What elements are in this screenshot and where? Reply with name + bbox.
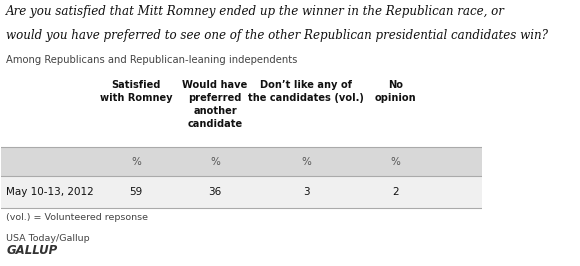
Text: May 10-13, 2012: May 10-13, 2012 — [6, 187, 94, 197]
Text: 36: 36 — [208, 187, 222, 197]
Text: 2: 2 — [392, 187, 398, 197]
Text: Are you satisfied that Mitt Romney ended up the winner in the Republican race, o: Are you satisfied that Mitt Romney ended… — [6, 5, 505, 18]
Text: Would have
preferred
another
candidate: Would have preferred another candidate — [183, 80, 248, 129]
Text: would you have preferred to see one of the other Republican presidential candida: would you have preferred to see one of t… — [6, 29, 548, 42]
Text: USA Today/Gallup: USA Today/Gallup — [6, 234, 90, 243]
Text: Satisfied
with Romney: Satisfied with Romney — [100, 80, 172, 103]
Text: %: % — [210, 157, 220, 167]
Text: %: % — [131, 157, 141, 167]
Text: Don’t like any of
the candidates (vol.): Don’t like any of the candidates (vol.) — [248, 80, 364, 103]
Text: No
opinion: No opinion — [374, 80, 416, 103]
Text: Among Republicans and Republican-leaning independents: Among Republicans and Republican-leaning… — [6, 55, 298, 65]
Text: 59: 59 — [129, 187, 143, 197]
Text: GALLUP: GALLUP — [6, 244, 57, 257]
Text: (vol.) = Volunteered repsonse: (vol.) = Volunteered repsonse — [6, 213, 148, 222]
Text: 3: 3 — [303, 187, 310, 197]
Bar — [1, 147, 481, 176]
Bar — [1, 176, 481, 208]
Text: %: % — [302, 157, 311, 167]
Text: %: % — [390, 157, 400, 167]
